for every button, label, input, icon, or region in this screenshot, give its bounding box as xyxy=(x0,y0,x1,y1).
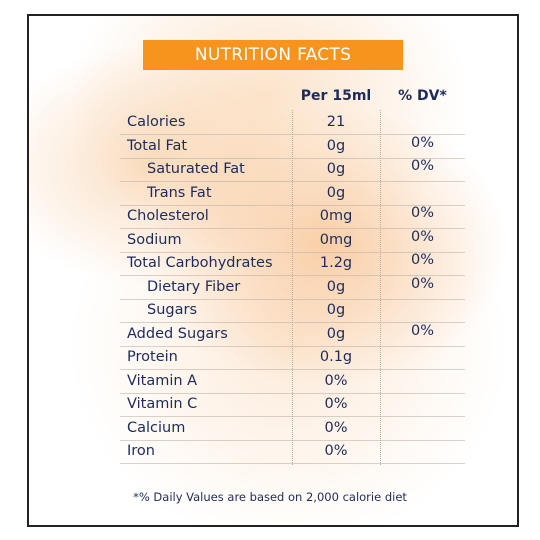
nutrient-label: Total Carbohydrates xyxy=(127,255,273,271)
nutrient-label: Vitamin A xyxy=(127,372,198,389)
column-header: % DV* xyxy=(398,88,447,104)
per-serving-value: 0% xyxy=(324,443,348,459)
daily-value: 0% xyxy=(410,205,434,221)
column-divider xyxy=(292,110,293,465)
daily-value: 0% xyxy=(410,134,434,151)
title-banner: NUTRITION FACTS xyxy=(143,40,403,70)
per-serving-value: 0g xyxy=(326,184,346,201)
table-row: Vitamin C 0% xyxy=(120,393,465,417)
table-row: Dietary Fiber 0g 0% xyxy=(120,276,465,300)
nutrient-label: Sodium xyxy=(127,231,182,248)
nutrient-label: Added Sugars xyxy=(127,325,228,342)
table-row: Total Carbohydrates 1.2g 0% xyxy=(120,252,465,276)
nutrient-label: Protein xyxy=(127,349,178,365)
nutrient-label: Trans Fat xyxy=(147,184,212,201)
nutrient-label: Calcium xyxy=(127,419,186,436)
per-serving-value: 0g xyxy=(326,137,346,154)
nutrient-label: Saturated Fat xyxy=(147,161,245,177)
daily-value: 0% xyxy=(410,252,434,268)
nutrient-label: Total Fat xyxy=(127,137,188,154)
daily-value: 0% xyxy=(410,322,434,339)
per-serving-value: 0% xyxy=(324,396,348,412)
column-header: Per 15ml xyxy=(300,88,372,104)
per-serving-value: 0.1g xyxy=(319,349,353,365)
card xyxy=(27,14,519,527)
column-divider xyxy=(380,110,381,465)
per-serving-value: 0mg xyxy=(319,231,353,248)
table-row: Total Fat 0g 0% xyxy=(120,135,465,159)
table-row: Iron 0% xyxy=(120,440,465,464)
per-serving-value: 0g xyxy=(326,302,346,318)
table-row: Calories 21 xyxy=(120,111,465,135)
per-serving-value: 21 xyxy=(326,114,346,130)
table-row: Vitamin A 0% xyxy=(120,370,465,394)
per-serving-value: 0% xyxy=(324,419,348,436)
per-serving-value: 1.2g xyxy=(319,255,353,271)
table-row: Saturated Fat 0g 0% xyxy=(120,158,465,182)
per-serving-value: 0g xyxy=(326,161,346,177)
nutrient-label: Calories xyxy=(127,114,186,130)
daily-value: 0% xyxy=(410,228,434,245)
nutrient-label: Vitamin C xyxy=(127,396,198,412)
nutrient-label: Cholesterol xyxy=(127,208,209,224)
per-serving-value: 0mg xyxy=(319,208,353,224)
table-row: Cholesterol 0mg 0% xyxy=(120,205,465,229)
nutrient-label: Dietary Fiber xyxy=(147,278,241,295)
nutrient-label: Sugars xyxy=(147,302,197,318)
table-row: Sugars 0g xyxy=(120,299,465,323)
table-row: Added Sugars 0g 0% xyxy=(120,323,465,347)
daily-value: 0% xyxy=(410,275,434,292)
per-serving-value: 0g xyxy=(326,325,346,342)
daily-value: 0% xyxy=(410,158,434,174)
table-row: Calcium 0% xyxy=(120,417,465,441)
footnote: *% Daily Values are based on 2,000 calor… xyxy=(133,490,407,504)
table-row: Sodium 0mg 0% xyxy=(120,229,465,253)
nutrient-label: Iron xyxy=(127,443,155,459)
per-serving-value: 0% xyxy=(324,372,348,389)
per-serving-value: 0g xyxy=(326,278,346,295)
table-row: Trans Fat 0g xyxy=(120,182,465,206)
table-row: Protein 0.1g xyxy=(120,346,465,370)
